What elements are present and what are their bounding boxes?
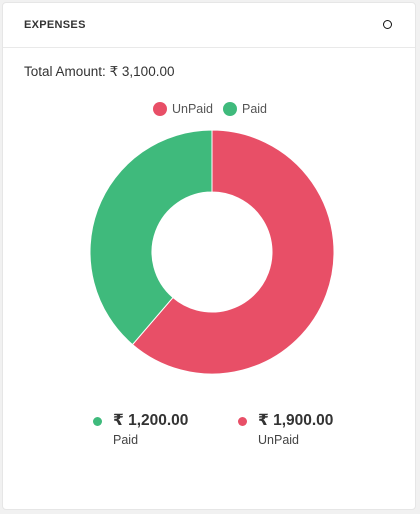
legend-item-paid[interactable]: Paid: [222, 102, 268, 116]
total-amount: Total Amount: ₹ 3,100.00: [24, 64, 174, 80]
summary-amount-paid: ₹ 1,200.00: [113, 412, 189, 429]
donut-slice-unpaid[interactable]: [131, 129, 335, 375]
circle-icon[interactable]: [383, 20, 392, 29]
total-amount-label: Total Amount:: [24, 64, 106, 79]
summary-amount-unpaid: ₹ 1,900.00: [258, 412, 334, 429]
summary-dot-unpaid: [238, 417, 247, 426]
card-title: EXPENSES: [24, 19, 86, 31]
card-header: EXPENSES: [3, 3, 415, 48]
expenses-card: EXPENSES Total Amount: ₹ 3,100.00 UnPaid…: [2, 2, 416, 510]
legend-label-paid: Paid: [241, 102, 268, 116]
expenses-donut-chart: [89, 129, 335, 375]
summary-dot-paid: [93, 417, 102, 426]
total-amount-value: ₹ 3,100.00: [109, 64, 175, 79]
summary-label-paid: Paid: [113, 433, 139, 447]
donut-slice-paid[interactable]: [89, 129, 213, 346]
legend-dot-paid: [222, 102, 237, 116]
legend-dot-unpaid: [152, 102, 167, 116]
legend-label-unpaid: UnPaid: [171, 102, 213, 116]
legend-item-unpaid[interactable]: UnPaid: [152, 102, 213, 116]
summary-label-unpaid: UnPaid: [258, 433, 299, 447]
chart-legend: UnPaid Paid: [3, 102, 417, 116]
